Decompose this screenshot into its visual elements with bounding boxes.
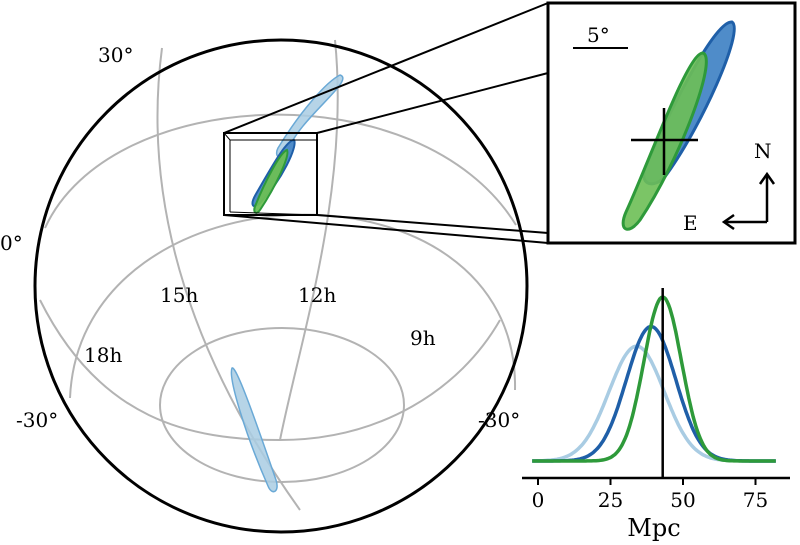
ra-line-9h (279, 319, 501, 441)
distance-curve-1 (532, 344, 776, 463)
scale-label: 5° (587, 23, 610, 47)
zoom-connectors (222, 2, 549, 244)
inset: 5° N E (546, 1, 797, 245)
dec-label-minus30-left: -30° (16, 408, 58, 432)
distance-curve-3 (532, 295, 776, 463)
dec-line-equator (69, 213, 517, 399)
x-axis-label: Mpc (627, 514, 680, 542)
dec-label-30: 30° (98, 43, 133, 67)
crosshair (631, 108, 698, 175)
compass-north-label: N (754, 139, 772, 163)
sky-map: 30° 0° -30° -30° 15h 12h 18h 9h (0, 2, 549, 534)
ra-label-15h: 15h (160, 283, 198, 307)
x-tick-label-3: 75 (743, 488, 768, 512)
ra-label-12h: 12h (298, 283, 336, 307)
green-region (253, 148, 289, 214)
x-tick-label-1: 25 (598, 488, 623, 512)
sky-regions (230, 74, 344, 493)
ra-line-18h (39, 299, 281, 441)
sky-outline (33, 38, 529, 534)
x-ticks: 0 25 50 75 (532, 478, 768, 512)
ra-label-9h: 9h (410, 326, 436, 350)
ra-label-18h: 18h (84, 343, 122, 367)
distance-curve-2 (532, 324, 776, 463)
compass-east-label: E (683, 211, 698, 235)
dec-label-minus30-right: -30° (478, 408, 520, 432)
x-tick-label-0: 0 (532, 488, 545, 512)
distance-chart: 0 25 50 75 Mpc (522, 288, 790, 542)
dec-label-0: 0° (0, 231, 23, 255)
light-blue-region-south (230, 367, 278, 493)
dec-circle-south (159, 327, 405, 483)
compass: N E (683, 139, 776, 235)
x-tick-label-2: 50 (670, 488, 695, 512)
chart-curves (532, 295, 776, 463)
ra-line-12h (279, 39, 339, 441)
